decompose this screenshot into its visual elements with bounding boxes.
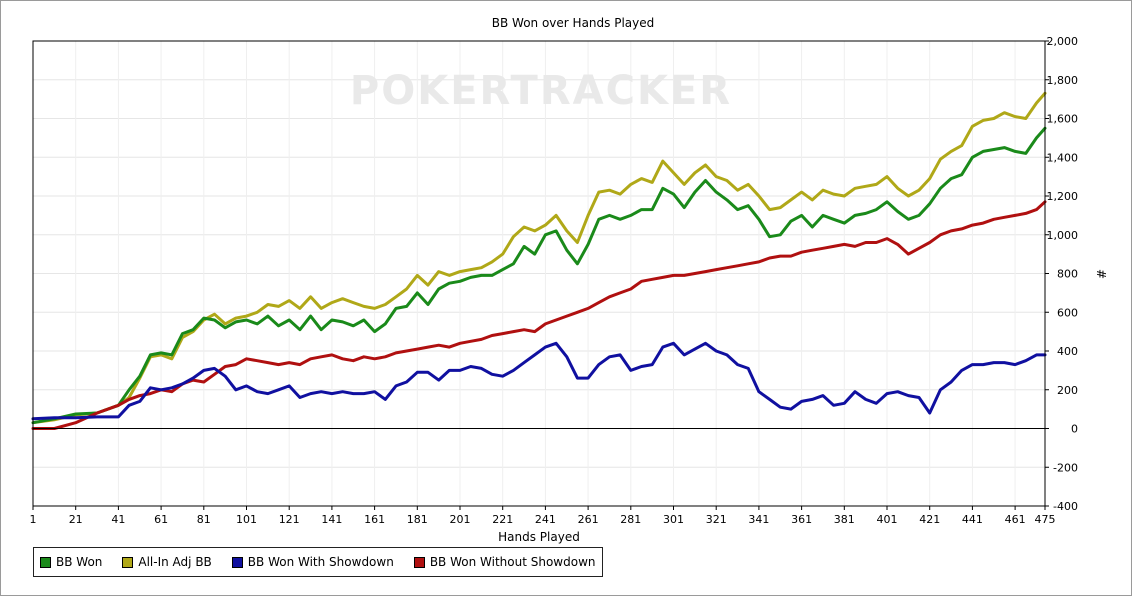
y-tick-label: 1,400 (1047, 151, 1079, 164)
legend-item-bb-won-without-showdown[interactable]: BB Won Without Showdown (413, 555, 596, 569)
y-tick-label: -200 (1053, 461, 1078, 474)
x-tick-label: 101 (236, 513, 257, 526)
y-axis-label: # (1094, 269, 1108, 279)
x-tick-label: 261 (578, 513, 599, 526)
x-tick-label: 1 (30, 513, 37, 526)
x-tick-label: 341 (748, 513, 769, 526)
legend-swatch (122, 556, 134, 568)
y-tick-label: 1,800 (1047, 74, 1079, 87)
y-tick-label: 800 (1057, 268, 1078, 281)
x-tick-label: 461 (1005, 513, 1026, 526)
x-tick-label: 301 (663, 513, 684, 526)
x-tick-label: 181 (407, 513, 428, 526)
y-tick-label: 1,200 (1047, 190, 1079, 203)
chart-legend: BB Won All-In Adj BB BB Won With Showdow… (33, 547, 603, 577)
legend-label: BB Won (56, 555, 103, 569)
x-tick-label: 201 (450, 513, 471, 526)
legend-label: All-In Adj BB (138, 555, 212, 569)
series-line-all-in-adj-bb (31, 91, 1047, 425)
x-tick-label: 475 (1035, 513, 1056, 526)
y-tick-label: 200 (1057, 384, 1078, 397)
x-tick-label: 221 (492, 513, 513, 526)
y-tick-label: -400 (1053, 500, 1078, 513)
legend-swatch (40, 556, 51, 568)
x-tick-label: 41 (111, 513, 125, 526)
x-tick-label: 141 (321, 513, 342, 526)
watermark-text: POKERTRACKER (350, 68, 732, 114)
x-tick-label: 361 (791, 513, 812, 526)
y-tick-label: 1,600 (1047, 113, 1079, 126)
x-axis-label: Hands Played (498, 530, 580, 544)
x-tick-label: 321 (706, 513, 727, 526)
y-tick-label: 400 (1057, 345, 1078, 358)
series-line-bb-won (31, 126, 1047, 425)
y-tick-label: 0 (1071, 423, 1078, 436)
legend-item-bb-won[interactable]: BB Won (40, 555, 102, 569)
x-tick-label: 161 (364, 513, 385, 526)
legend-item-bb-won-with-showdown[interactable]: BB Won With Showdown (231, 555, 394, 569)
x-tick-label: 121 (279, 513, 300, 526)
x-tick-label: 61 (154, 513, 168, 526)
y-tick-label: 1,000 (1047, 229, 1079, 242)
legend-swatch (231, 556, 243, 568)
x-tick-label: 441 (962, 513, 983, 526)
legend-item-all-in-adj-bb[interactable]: All-In Adj BB (122, 555, 212, 569)
legend-label: BB Won Without Showdown (429, 555, 596, 569)
x-tick-label: 81 (197, 513, 211, 526)
series-line-bb-won-without-showdown (31, 200, 1047, 430)
x-tick-label: 21 (69, 513, 83, 526)
series-line-bb-won-with-showdown (31, 341, 1047, 421)
x-tick-label: 381 (834, 513, 855, 526)
chart-title: BB Won over Hands Played (492, 16, 654, 30)
y-tick-label: 600 (1057, 306, 1078, 319)
legend-label: BB Won With Showdown (247, 555, 394, 569)
x-tick-label: 281 (620, 513, 641, 526)
x-tick-label: 421 (919, 513, 940, 526)
x-tick-label: 241 (535, 513, 556, 526)
y-tick-label: 2,000 (1047, 35, 1079, 48)
x-tick-label: 401 (877, 513, 898, 526)
legend-swatch (413, 556, 425, 568)
